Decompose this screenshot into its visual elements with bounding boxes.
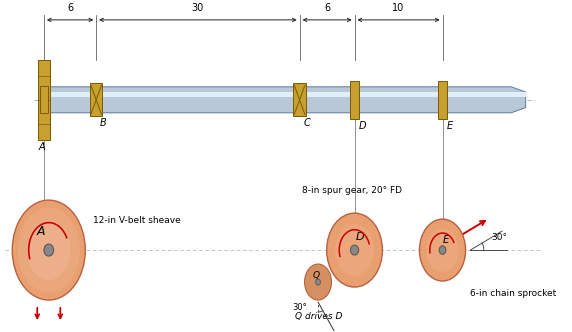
Text: A: A <box>37 225 45 238</box>
Text: 30°: 30° <box>491 233 507 242</box>
Ellipse shape <box>18 208 80 292</box>
Polygon shape <box>90 83 102 116</box>
Polygon shape <box>350 81 359 119</box>
Ellipse shape <box>316 279 320 285</box>
Text: C: C <box>303 118 310 128</box>
Text: D: D <box>356 232 364 242</box>
Ellipse shape <box>439 246 446 254</box>
Ellipse shape <box>327 213 383 287</box>
Ellipse shape <box>351 245 359 255</box>
Ellipse shape <box>335 224 374 276</box>
Text: Q drives D: Q drives D <box>295 312 343 321</box>
Text: 8-in spur gear, 20° FD: 8-in spur gear, 20° FD <box>301 186 402 195</box>
Polygon shape <box>438 81 447 119</box>
Text: E: E <box>443 235 450 245</box>
Text: 30: 30 <box>192 3 204 13</box>
Ellipse shape <box>27 220 71 280</box>
Text: D: D <box>359 121 366 131</box>
Ellipse shape <box>419 219 466 281</box>
Text: A: A <box>39 142 45 152</box>
Text: 6: 6 <box>324 3 330 13</box>
Ellipse shape <box>12 200 85 300</box>
Text: 10: 10 <box>392 3 404 13</box>
Polygon shape <box>44 92 526 97</box>
Text: B: B <box>100 118 107 128</box>
Text: 6: 6 <box>67 3 73 13</box>
Polygon shape <box>44 87 526 113</box>
Ellipse shape <box>426 228 459 272</box>
Text: E: E <box>446 121 452 131</box>
Text: 30°: 30° <box>292 303 307 312</box>
Text: 6-in chain sprocket: 6-in chain sprocket <box>470 289 557 298</box>
Polygon shape <box>40 86 48 113</box>
Polygon shape <box>38 60 50 140</box>
Ellipse shape <box>305 264 332 300</box>
Text: Q: Q <box>312 271 320 280</box>
Text: 12-in V-belt sheave: 12-in V-belt sheave <box>93 215 181 225</box>
Polygon shape <box>293 83 306 116</box>
Ellipse shape <box>44 244 54 256</box>
